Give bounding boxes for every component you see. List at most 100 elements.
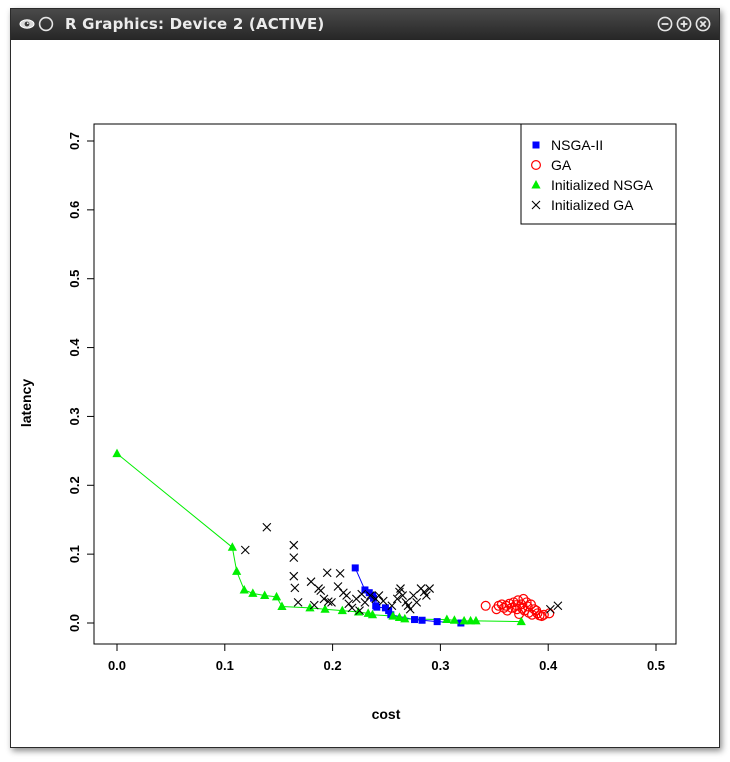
y-tick-label: 0.6 [67, 201, 82, 219]
nsga-ii-point [361, 586, 369, 594]
initialized-nsga-line [116, 453, 522, 623]
initialized-nsga-point [260, 590, 270, 599]
initialized-ga-point [412, 597, 422, 607]
nsga-ii-point [387, 611, 395, 619]
y-tick-label: 0.4 [67, 338, 82, 357]
initialized-nsga-point [400, 613, 410, 623]
y-tick-label: 0.2 [67, 476, 82, 494]
initialized-nsga-point [320, 604, 330, 613]
x-tick-label: 0.1 [216, 658, 234, 673]
initialized-ga-point [290, 583, 300, 593]
title-bar[interactable]: R Graphics: Device 2 (ACTIVE) [11, 9, 719, 40]
initialized-nsga-point [227, 542, 237, 551]
initialized-ga-point [378, 596, 388, 606]
legend-marker-initialized-nsga [531, 180, 541, 189]
r-graphics-window: R Graphics: Device 2 (ACTIVE) 0.0 0.1 0.2 0… [10, 8, 720, 748]
initialized-nsga-point [277, 601, 287, 610]
app-eye-icon[interactable] [19, 16, 35, 32]
minimize-icon[interactable] [657, 16, 673, 32]
initialized-ga-point [374, 591, 384, 600]
initialized-ga-point [342, 591, 352, 600]
initialized-ga-point [360, 597, 370, 607]
circle-icon[interactable] [38, 16, 54, 32]
scatter-plot: 0.0 0.1 0.2 0.3 0.4 0.5 0.0 0.1 0.2 0.3 0.4 0.5 0.6… [18, 123, 677, 722]
initialized-nsga-point [305, 602, 315, 612]
initialized-ga-point [289, 553, 299, 562]
data-points [112, 448, 563, 627]
legend-marker-initialized-ga [531, 200, 541, 210]
initialized-ga-point [316, 586, 326, 596]
initialized-ga-point [392, 594, 402, 604]
y-tick-label: 0.0 [67, 614, 82, 632]
initialized-ga-point [425, 584, 435, 593]
ga-point [538, 609, 549, 620]
legend: NSGA-II GA Initialized NSGA Initialized GA [520, 123, 677, 225]
initialized-ga-point [322, 568, 332, 578]
initialized-ga-point [387, 601, 397, 611]
legend-label-initialized-ga: Initialized GA [551, 197, 634, 213]
legend-box [520, 123, 677, 225]
y-axis: 0.0 0.1 0.2 0.3 0.4 0.5 0.6 0.7 [67, 132, 95, 632]
initialized-nsga-point [471, 615, 481, 625]
initialized-ga-point [327, 597, 336, 607]
initialized-ga-point [398, 591, 408, 600]
x-tick-label: 0.0 [108, 658, 126, 673]
initialized-ga-point [365, 591, 375, 600]
y-tick-label: 0.5 [67, 270, 82, 288]
initialized-nsga-point [112, 448, 122, 458]
initialized-ga-point [289, 540, 299, 550]
initialized-ga-point [355, 606, 364, 615]
ga-point [544, 608, 555, 619]
x-tick-label: 0.3 [431, 658, 449, 673]
x-axis-label: cost [372, 706, 401, 722]
y-tick-label: 0.7 [67, 132, 82, 150]
initialized-ga-point [421, 591, 431, 600]
initialized-ga-point [347, 603, 357, 613]
initialized-ga-point [553, 601, 563, 611]
initialized-ga-point [409, 591, 418, 600]
initialized-nsga-point [239, 584, 249, 594]
close-icon[interactable] [695, 16, 711, 32]
nsga-ii-point [433, 618, 441, 626]
nsga-ii-point [411, 616, 419, 624]
initialized-nsga-point [442, 614, 452, 624]
legend-label-nsga-ii: NSGA-II [551, 137, 603, 153]
nsga-ii-point [351, 564, 359, 572]
initialized-ga-point [335, 569, 345, 578]
initialized-ga-point [306, 577, 316, 587]
initialized-nsga-point [459, 615, 469, 625]
initialized-ga-point [262, 522, 272, 532]
legend-marker-ga [530, 159, 541, 170]
initialized-ga-point [319, 594, 329, 604]
x-tick-label: 0.4 [539, 658, 558, 673]
initialized-ga-point [289, 571, 299, 581]
x-tick-label: 0.2 [324, 658, 342, 673]
ga-point [480, 600, 491, 611]
legend-label-initialized-nsga: Initialized NSGA [551, 177, 654, 193]
maximize-icon[interactable] [676, 16, 692, 32]
initialized-nsga-point [516, 616, 526, 626]
initialized-nsga-point [248, 588, 258, 597]
initialized-ga-point [309, 600, 319, 610]
y-tick-label: 0.1 [67, 545, 82, 563]
initialized-ga-point [323, 597, 333, 607]
series-lines [116, 453, 522, 624]
initialized-nsga-point [367, 609, 378, 619]
nsga-ii-point [385, 607, 393, 615]
ga-point [518, 593, 529, 604]
x-axis: 0.0 0.1 0.2 0.3 0.4 0.5 [108, 643, 665, 673]
initialized-nsga-point [232, 566, 242, 575]
nsga-ii-point [373, 603, 381, 611]
ga-point [522, 601, 533, 612]
initialized-ga-point [344, 599, 354, 609]
initialized-nsga-point [271, 591, 282, 601]
initialized-ga-point [545, 604, 555, 614]
initialized-ga-point [357, 589, 367, 599]
initialized-nsga-point [394, 612, 405, 621]
initialized-ga-point [333, 582, 343, 591]
y-tick-label: 0.3 [67, 407, 82, 425]
legend-marker-nsga-ii [532, 141, 540, 149]
nsga-ii-point [418, 616, 426, 624]
initialized-ga-point [396, 584, 405, 593]
initialized-nsga-point [337, 605, 347, 615]
